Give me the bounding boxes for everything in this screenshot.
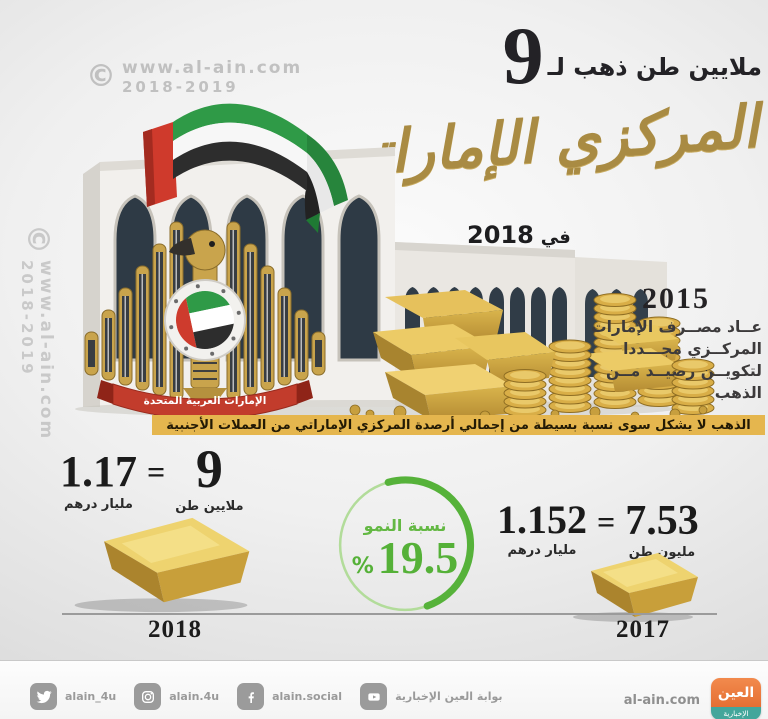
youtube-handle[interactable]: بوابة العين الإخبارية — [395, 690, 503, 703]
social-instagram[interactable]: alain.4u — [134, 683, 219, 710]
social-twitter[interactable]: alain_4u — [30, 683, 116, 710]
stat-2018-value-label: مليار درهم — [64, 497, 133, 512]
watermark-years: 2018-2019 — [18, 260, 36, 377]
watermark-top: © www.al-ain.com 2018-2019 — [86, 58, 302, 96]
stat-2018-value: 1.17 — [60, 447, 137, 496]
story-line: لتكويــن رصيــد مــن — [606, 362, 762, 380]
story-line: الذهب — [714, 384, 762, 402]
social-youtube[interactable]: بوابة العين الإخبارية — [360, 683, 503, 710]
stat-2017-value: 1.152 — [497, 497, 587, 542]
timeline-baseline — [62, 613, 717, 615]
stat-2018: 1.17 مليار درهم = 9 ملايين طن — [60, 442, 244, 514]
title-text: ملايين طن ذهب لـ — [547, 53, 762, 82]
social-links: alain_4u alain.4u alain.social بوابة الع… — [30, 683, 503, 710]
growth-value: 19.5 — [377, 531, 459, 583]
youtube-icon — [360, 683, 388, 710]
footer-bar: alain_4u alain.4u alain.social بوابة الع… — [0, 660, 768, 719]
social-facebook[interactable]: alain.social — [237, 683, 342, 710]
watermark-years: 2018-2019 — [122, 78, 239, 96]
stat-2017-tons-label: مليون طن — [628, 545, 696, 560]
watermark-site: www.al-ain.com — [36, 260, 56, 441]
story-year: 2015 — [642, 282, 710, 315]
facebook-handle[interactable]: alain.social — [272, 690, 343, 703]
subtitle-word: في — [540, 227, 571, 248]
instagram-icon — [134, 683, 162, 710]
twitter-handle[interactable]: alain_4u — [65, 690, 117, 703]
year-label-2017: 2017 — [616, 616, 670, 643]
story-line: المركــزي مجـــددا — [623, 340, 762, 358]
growth-circle: نسبة النمو % 19.5 — [331, 471, 479, 619]
growth-label: نسبة النمو — [363, 515, 447, 535]
equals-sign: = — [147, 454, 166, 490]
gold-ingot-2018 — [74, 517, 250, 613]
watermark-site: www.al-ain.com — [122, 58, 303, 78]
stat-2017-tons: 7.53 — [625, 498, 699, 544]
highlight-note: الذهب لا يشكل سوى نسبة بسيطة من إجمالي أ… — [152, 415, 765, 435]
facebook-icon — [237, 683, 265, 710]
stat-2017: 1.152 مليار درهم = 7.53 مليون طن — [497, 497, 699, 561]
central-bank-illustration: الإمارات العربية المتحدة — [75, 103, 715, 422]
falcon-eye — [209, 241, 215, 247]
stat-2018-tons: 9 — [195, 439, 223, 499]
gold-coins-and-bars — [349, 290, 715, 422]
uae-flag-roundel — [164, 279, 246, 361]
year-label-2018: 2018 — [148, 616, 202, 643]
alain-logo-bottom: الإخبارية — [711, 707, 761, 719]
alain-logo[interactable]: العين الإخبارية — [711, 678, 761, 719]
stat-2018-tons-label: ملايين طن — [175, 499, 244, 514]
watermark-side: © www.al-ain.com 2018-2019 — [18, 224, 56, 454]
copyright-icon: © — [86, 59, 116, 94]
falcon-beak — [169, 238, 195, 256]
subtitle-year: 2018 — [467, 221, 534, 249]
uae-emblem-falcon: الإمارات العربية المتحدة — [84, 221, 326, 420]
instagram-handle[interactable]: alain.4u — [169, 690, 220, 703]
story-2015: 2015 عــاد مصــرف الإمارات المركــزي مجـ… — [590, 282, 762, 404]
main-title: 9 ملايين طن ذهب لـ — [502, 10, 762, 101]
story-line: عــاد مصــرف الإمارات — [591, 318, 762, 336]
percent-sign: % — [351, 553, 374, 579]
subtitle-in-2018: 2018 في — [467, 221, 571, 249]
stat-2017-value-label: مليار درهم — [507, 543, 577, 558]
website-url[interactable]: al-ain.com — [623, 693, 700, 708]
twitter-icon — [30, 683, 57, 710]
growth-ring — [338, 476, 475, 612]
copyright-icon: © — [20, 224, 55, 254]
emblem-banner-text: الإمارات العربية المتحدة — [144, 395, 267, 407]
highlight-text: الذهب لا يشكل سوى نسبة بسيطة من إجمالي أ… — [166, 417, 751, 433]
equals-sign: = — [597, 504, 616, 540]
title-big-number: 9 — [502, 10, 544, 101]
uae-flag-ribbon — [143, 103, 348, 233]
alain-logo-top: العين — [711, 678, 761, 707]
